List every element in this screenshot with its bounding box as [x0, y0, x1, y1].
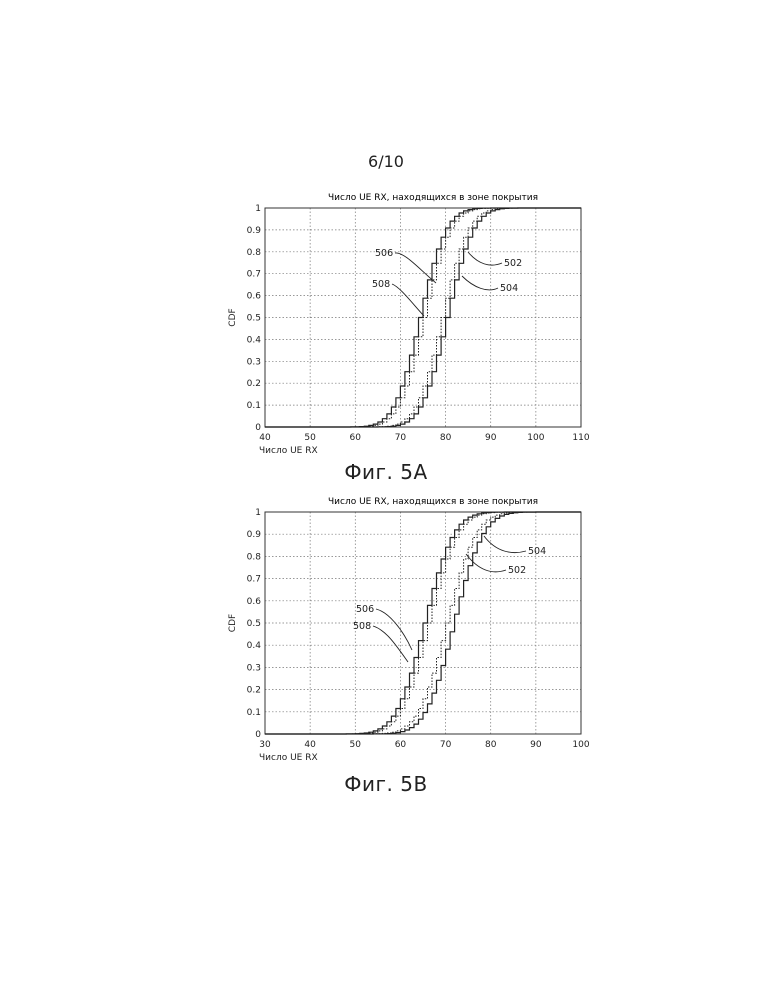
x-axis-label: Число UE RX	[259, 753, 318, 763]
annotation-504-leader	[462, 276, 498, 290]
y-tick-label: 1	[255, 508, 261, 518]
x-tick-label: 40	[304, 740, 316, 750]
y-tick-label: 0	[255, 730, 261, 740]
y-tick-label: 0.9	[247, 226, 262, 236]
x-tick-label: 90	[530, 740, 542, 750]
cdf-chart-5a: Число UE RX, находящихся в зоне покрытия…	[0, 186, 772, 456]
y-tick-label: 1	[255, 204, 261, 214]
y-tick-label: 0	[255, 423, 261, 433]
annotation-506-leader	[376, 609, 412, 650]
figure-caption-5b: Фиг. 5B	[0, 772, 772, 796]
y-tick-label: 0.8	[247, 552, 262, 562]
y-tick-label: 0.1	[247, 708, 261, 718]
y-tick-label: 0.6	[247, 292, 262, 302]
annotation-508-leader	[373, 626, 408, 662]
y-tick-label: 0.7	[247, 575, 261, 585]
annotation-504: 504	[528, 546, 546, 557]
annotation-502: 502	[508, 565, 526, 576]
x-tick-label: 90	[485, 433, 497, 443]
y-tick-label: 0.2	[247, 379, 261, 389]
y-tick-label: 0.8	[247, 248, 262, 258]
y-tick-label: 0.3	[247, 357, 261, 367]
x-tick-label: 50	[304, 433, 316, 443]
figure-caption-5a: Фиг. 5A	[0, 460, 772, 484]
y-tick-label: 0.6	[247, 597, 262, 607]
y-tick-label: 0.1	[247, 401, 261, 411]
y-tick-label: 0.4	[247, 335, 262, 345]
y-tick-label: 0.5	[247, 619, 261, 629]
y-tick-label: 0.3	[247, 663, 261, 673]
annotation-506: 506	[356, 604, 374, 615]
annotation-502-leader	[468, 252, 502, 265]
series-508-line	[265, 208, 581, 427]
x-tick-label: 30	[259, 740, 271, 750]
x-tick-label: 80	[485, 740, 497, 750]
annotation-506: 506	[375, 248, 393, 259]
x-tick-label: 50	[350, 740, 362, 750]
y-tick-label: 0.9	[247, 530, 262, 540]
cdf-chart-5b: Число UE RX, находящихся в зоне покрытия…	[0, 492, 772, 770]
annotation-508: 508	[353, 621, 371, 632]
x-tick-label: 70	[440, 740, 452, 750]
annotation-502: 502	[504, 258, 522, 269]
x-tick-label: 60	[395, 740, 407, 750]
y-axis-label: CDF	[228, 308, 238, 326]
x-tick-label: 110	[572, 433, 589, 443]
x-tick-label: 100	[572, 740, 589, 750]
annotation-508-leader	[392, 284, 424, 316]
chart-title: Число UE RX, находящихся в зоне покрытия	[328, 193, 538, 203]
x-tick-label: 80	[440, 433, 452, 443]
x-tick-label: 70	[395, 433, 407, 443]
y-tick-label: 0.5	[247, 314, 261, 324]
page-number: 6/10	[0, 152, 772, 171]
x-tick-label: 40	[259, 433, 271, 443]
chart-title: Число UE RX, находящихся в зоне покрытия	[328, 497, 538, 507]
x-tick-label: 100	[527, 433, 544, 443]
y-tick-label: 0.7	[247, 270, 261, 280]
annotation-508: 508	[372, 279, 390, 290]
y-axis-label: CDF	[228, 614, 238, 632]
cdf-chart-5b-svg: Число UE RX, находящихся в зоне покрытия…	[0, 492, 772, 770]
annotation-504: 504	[500, 283, 518, 294]
x-axis-label: Число UE RX	[259, 446, 318, 456]
annotation-504-leader	[484, 536, 526, 553]
y-tick-label: 0.4	[247, 641, 262, 651]
annotation-506-leader	[395, 253, 436, 283]
y-tick-label: 0.2	[247, 686, 261, 696]
cdf-chart-5a-svg: Число UE RX, находящихся в зоне покрытия…	[0, 186, 772, 456]
x-tick-label: 60	[350, 433, 362, 443]
